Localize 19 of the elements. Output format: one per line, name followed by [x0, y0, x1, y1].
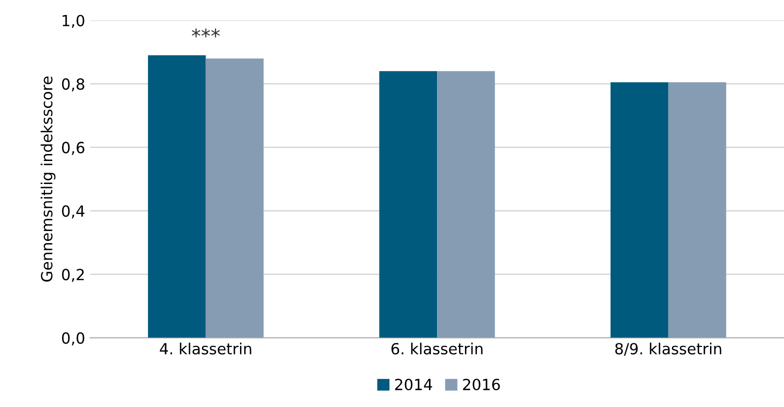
legend-label: 2014: [395, 378, 432, 390]
y-tick-label: 0,0: [62, 332, 84, 346]
x-tick-label: 6. klassetrin: [391, 342, 482, 354]
legend-label: 2016: [463, 378, 500, 390]
bar: [148, 55, 206, 338]
y-tick-label: 0,4: [62, 205, 84, 218]
bar: [379, 71, 438, 338]
bar: [437, 71, 495, 338]
bar: [610, 82, 668, 338]
y-tick-label: 1,0: [62, 14, 84, 28]
y-tick-label: 0,2: [62, 268, 84, 282]
x-tick-label: 8/9. klassetrin: [615, 342, 722, 356]
bar: [206, 58, 264, 338]
y-tick-label: 0,8: [62, 78, 84, 92]
y-axis-title: Gennemsnitlig indeksscore: [40, 76, 56, 282]
y-tick-label: 0,6: [62, 142, 84, 155]
annotation: ***: [192, 28, 220, 38]
x-tick-label: 4. klassetrin: [160, 342, 252, 354]
bar: [668, 82, 726, 338]
